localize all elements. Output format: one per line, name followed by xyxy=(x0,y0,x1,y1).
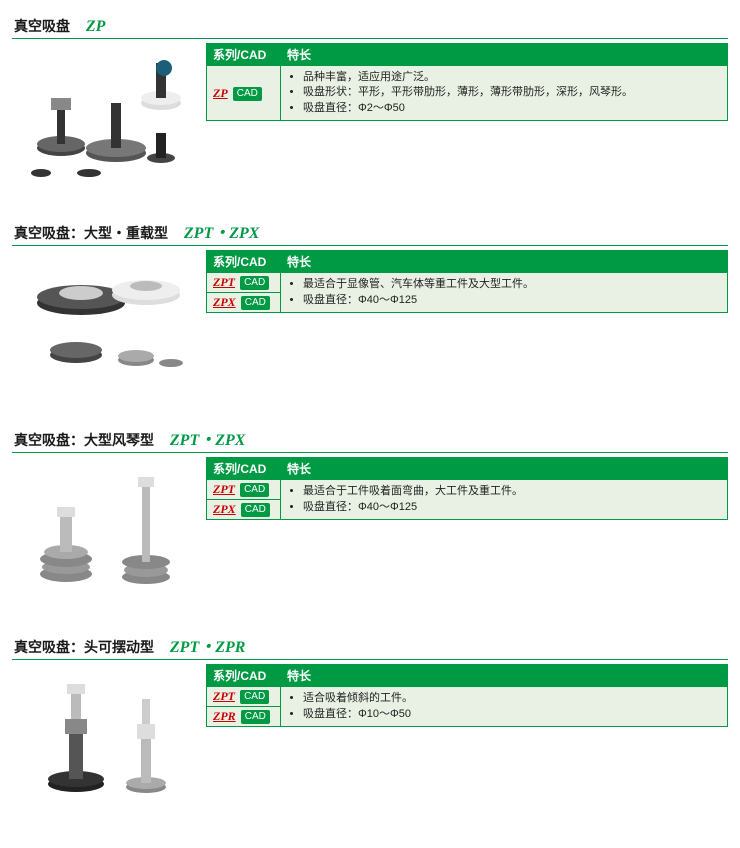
table-row: ZPT CAD 适合吸着倾斜的工件。 吸盘直径：Φ10～Φ50 xyxy=(207,687,728,707)
product-section: 真空吸盘 ZP xyxy=(12,12,728,183)
feature-list: 最适合于显像管、汽车体等重工件及大型工件。 吸盘直径：Φ40～Φ125 xyxy=(293,277,721,308)
col-header-features: 特长 xyxy=(281,665,728,687)
series-link[interactable]: ZPT xyxy=(213,689,235,703)
section-title: 真空吸盘：大型风琴型 ZPT・ZPX xyxy=(12,422,728,453)
cad-badge[interactable]: CAD xyxy=(241,503,270,517)
feature-item: 最适合于工件吸着面弯曲，大工件及重工件。 xyxy=(303,484,721,499)
feature-list: 品种丰富，适应用途广泛。 吸盘形状：平形，平形带肋形，薄形，薄形带肋形，深形，风… xyxy=(293,70,721,116)
series-link[interactable]: ZPT xyxy=(213,275,235,289)
col-header-features: 特长 xyxy=(281,458,728,480)
cad-badge[interactable]: CAD xyxy=(240,276,269,290)
features-table: 系列/CAD 特长 ZPT CAD 最适合于显像管、汽车体等重工件及大型工件。 … xyxy=(206,250,728,313)
cad-badge[interactable]: CAD xyxy=(233,87,262,101)
col-header-series: 系列/CAD xyxy=(207,44,281,66)
heavy-pads-icon xyxy=(21,255,191,385)
section-title-text: 真空吸盘：头可摆动型 xyxy=(14,639,154,655)
vacuum-pads-icon xyxy=(21,48,191,178)
feature-item: 品种丰富，适应用途广泛。 xyxy=(303,70,721,85)
cad-badge[interactable]: CAD xyxy=(241,296,270,310)
feature-item: 最适合于显像管、汽车体等重工件及大型工件。 xyxy=(303,277,721,292)
feature-item: 适合吸着倾斜的工件。 xyxy=(303,691,721,706)
section-codes: ZPT・ZPR xyxy=(170,639,246,656)
series-link[interactable]: ZPX xyxy=(213,502,236,516)
col-header-series: 系列/CAD xyxy=(207,251,281,273)
bellows-pads-icon xyxy=(21,462,191,592)
col-header-series: 系列/CAD xyxy=(207,458,281,480)
section-title: 真空吸盘 ZP xyxy=(12,12,728,39)
feature-list: 最适合于工件吸着面弯曲，大工件及重工件。 吸盘直径：Φ40～Φ125 xyxy=(293,484,721,515)
section-codes: ZPT・ZPX xyxy=(170,432,246,449)
col-header-features: 特长 xyxy=(281,251,728,273)
feature-item: 吸盘直径：Φ40～Φ125 xyxy=(303,293,721,308)
section-title-text: 真空吸盘：大型风琴型 xyxy=(14,432,154,448)
series-link[interactable]: ZPR xyxy=(213,709,236,723)
section-title-text: 真空吸盘：大型・重载型 xyxy=(14,225,168,241)
features-table: 系列/CAD 特长 ZP CAD 品种丰富，适应用途广泛。 吸盘形状：平形，平形… xyxy=(206,43,728,121)
feature-item: 吸盘形状：平形，平形带肋形，薄形，薄形带肋形，深形，风琴形。 xyxy=(303,85,721,100)
section-codes: ZP xyxy=(86,18,106,35)
section-title: 真空吸盘：头可摆动型 ZPT・ZPR xyxy=(12,629,728,660)
section-title-text: 真空吸盘 xyxy=(14,18,70,34)
product-image xyxy=(12,664,200,804)
product-section: 真空吸盘：头可摆动型 ZPT・ZPR 系列/CAD xyxy=(12,629,728,804)
cad-badge[interactable]: CAD xyxy=(241,710,270,724)
series-link[interactable]: ZPT xyxy=(213,482,235,496)
table-row: ZP CAD 品种丰富，适应用途广泛。 吸盘形状：平形，平形带肋形，薄形，薄形带… xyxy=(207,66,728,121)
features-table: 系列/CAD 特长 ZPT CAD 最适合于工件吸着面弯曲，大工件及重工件。 吸… xyxy=(206,457,728,520)
feature-item: 吸盘直径：Φ10～Φ50 xyxy=(303,707,721,722)
series-link[interactable]: ZP xyxy=(213,86,228,100)
feature-item: 吸盘直径：Φ2～Φ50 xyxy=(303,101,721,116)
features-table: 系列/CAD 特长 ZPT CAD 适合吸着倾斜的工件。 吸盘直径：Φ10～Φ5… xyxy=(206,664,728,727)
col-header-features: 特长 xyxy=(281,44,728,66)
cad-badge[interactable]: CAD xyxy=(240,483,269,497)
table-row: ZPT CAD 最适合于显像管、汽车体等重工件及大型工件。 吸盘直径：Φ40～Φ… xyxy=(207,273,728,293)
cad-badge[interactable]: CAD xyxy=(240,690,269,704)
swivel-pads-icon xyxy=(21,669,191,799)
feature-list: 适合吸着倾斜的工件。 吸盘直径：Φ10～Φ50 xyxy=(293,691,721,722)
col-header-series: 系列/CAD xyxy=(207,665,281,687)
product-image xyxy=(12,43,200,183)
section-codes: ZPT・ZPX xyxy=(184,225,260,242)
feature-item: 吸盘直径：Φ40～Φ125 xyxy=(303,500,721,515)
table-row: ZPT CAD 最适合于工件吸着面弯曲，大工件及重工件。 吸盘直径：Φ40～Φ1… xyxy=(207,480,728,500)
section-title: 真空吸盘：大型・重载型 ZPT・ZPX xyxy=(12,215,728,246)
product-section: 真空吸盘：大型・重载型 ZPT・ZPX 系列/CAD xyxy=(12,215,728,390)
series-link[interactable]: ZPX xyxy=(213,295,236,309)
product-section: 真空吸盘：大型风琴型 ZPT・ZPX 系列/CAD xyxy=(12,422,728,597)
product-image xyxy=(12,457,200,597)
product-image xyxy=(12,250,200,390)
